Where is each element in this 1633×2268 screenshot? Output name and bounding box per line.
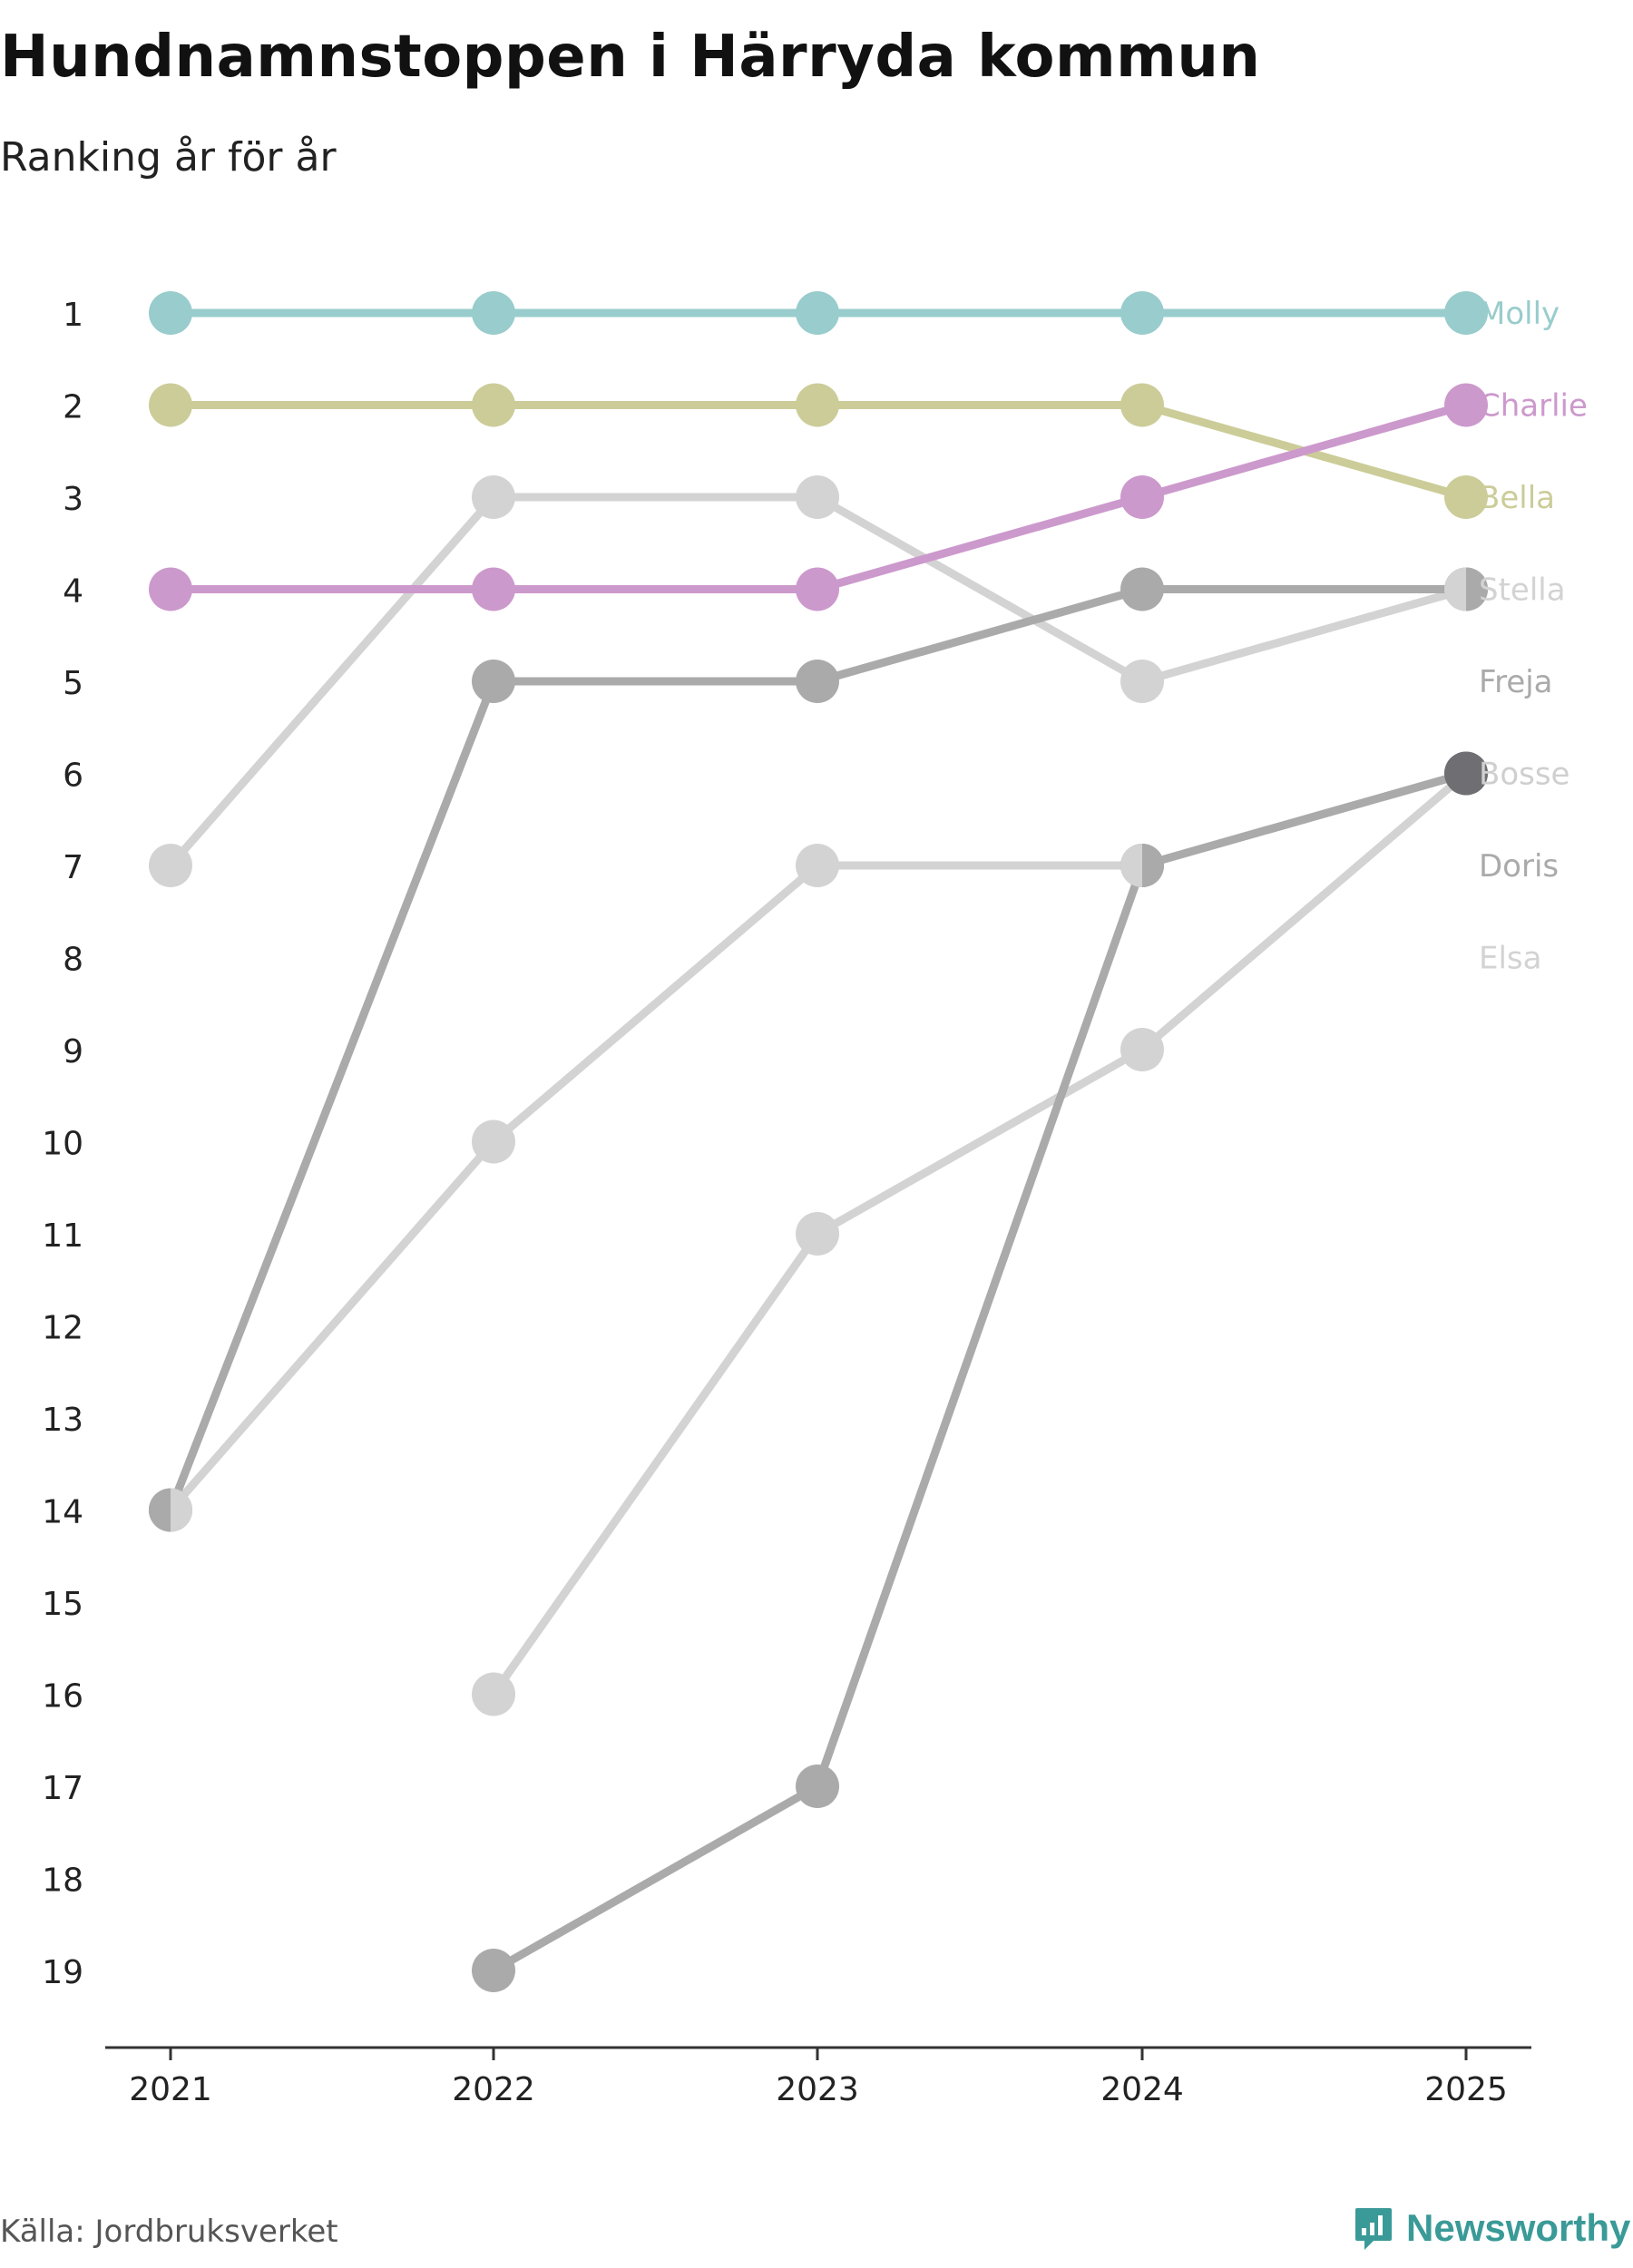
y-tick-label-16: 16 xyxy=(42,1678,83,1716)
y-tick-label-14: 14 xyxy=(42,1494,83,1531)
marker-charlie-2023 xyxy=(796,567,839,611)
split-marker-left-2021-14 xyxy=(149,1488,171,1532)
end-label-bosse: Bosse xyxy=(1479,757,1569,793)
marker-stella-2023 xyxy=(796,1765,839,1808)
marker-molly-2022 xyxy=(472,291,515,335)
y-tick-label-12: 12 xyxy=(42,1310,83,1347)
marker-elsa-2021 xyxy=(149,844,192,887)
end-label-bella: Bella xyxy=(1479,480,1555,516)
marker-bella-2024 xyxy=(1120,383,1164,427)
brand-name: Newsworthy xyxy=(1406,2206,1631,2249)
marker-bosse-2022 xyxy=(472,1672,515,1716)
marker-bella-2021 xyxy=(149,383,192,427)
y-tick-label-1: 1 xyxy=(63,297,83,334)
y-tick-label-15: 15 xyxy=(42,1586,83,1623)
marker-elsa-2022 xyxy=(472,475,515,519)
end-label-stella: Stella xyxy=(1479,572,1566,609)
marker-charlie-2021 xyxy=(149,567,192,611)
marker-bosse-2023 xyxy=(796,1212,839,1256)
y-tick-label-6: 6 xyxy=(63,758,83,795)
y-tick-label-7: 7 xyxy=(63,849,83,886)
marker-bella-2023 xyxy=(796,383,839,427)
x-tick-label-2022: 2022 xyxy=(452,2071,535,2108)
bar-chart-logo-icon xyxy=(1355,2208,1392,2250)
y-tick-label-9: 9 xyxy=(63,1033,83,1070)
end-label-elsa: Elsa xyxy=(1479,941,1541,977)
chart-title: Hundnamnstoppen i Härryda kommun xyxy=(0,24,1261,91)
x-tick-label-2023: 2023 xyxy=(776,2071,859,2108)
x-tick-label-2021: 2021 xyxy=(129,2071,212,2108)
split-marker-right-2024-7 xyxy=(1142,844,1164,887)
y-tick-label-17: 17 xyxy=(42,1770,83,1807)
marker-charlie-2024 xyxy=(1120,475,1164,519)
marker-molly-2024 xyxy=(1120,291,1164,335)
marker-freja-2024 xyxy=(1120,567,1164,611)
merged-marker-2025-6 xyxy=(1444,751,1488,796)
y-tick-label-8: 8 xyxy=(63,942,83,979)
y-tick-label-5: 5 xyxy=(63,665,83,702)
y-tick-label-13: 13 xyxy=(42,1402,83,1439)
source-note: Källa: Jordbruksverket xyxy=(0,2214,338,2250)
series-line-stella xyxy=(489,769,1471,1975)
y-tick-label-11: 11 xyxy=(42,1217,83,1255)
marker-freja-2022 xyxy=(472,660,515,703)
marker-charlie-2025 xyxy=(1444,383,1488,427)
marker-doris-2022 xyxy=(472,1119,515,1164)
end-label-charlie: Charlie xyxy=(1479,388,1588,425)
split-marker-right-2021-14 xyxy=(171,1488,193,1532)
marker-molly-2021 xyxy=(149,291,192,335)
marker-molly-2025 xyxy=(1444,291,1488,335)
x-tick-label-2024: 2024 xyxy=(1100,2071,1184,2108)
marker-bosse-2024 xyxy=(1120,1028,1164,1071)
chart-subtitle: Ranking år för år xyxy=(0,134,337,181)
series-line-freja xyxy=(166,585,1471,1514)
marker-doris-2023 xyxy=(796,844,839,887)
y-tick-label-2: 2 xyxy=(63,389,83,426)
marker-freja-2023 xyxy=(796,660,839,703)
marker-charlie-2022 xyxy=(472,567,515,611)
marker-molly-2023 xyxy=(796,291,839,335)
series-line-bosse xyxy=(489,769,1471,1698)
y-tick-label-4: 4 xyxy=(63,573,83,611)
series-lines xyxy=(166,308,1471,1975)
x-tick-label-2025: 2025 xyxy=(1424,2071,1508,2108)
y-tick-label-3: 3 xyxy=(63,481,83,518)
split-marker-left-2024-7 xyxy=(1120,844,1142,887)
split-marker-right-2025-4 xyxy=(1466,567,1488,611)
newsworthy-logo[interactable]: Newsworthy xyxy=(1352,2204,1630,2252)
end-label-molly: Molly xyxy=(1479,296,1560,332)
marker-elsa-2024 xyxy=(1120,660,1164,703)
end-label-doris: Doris xyxy=(1479,848,1559,885)
split-marker-left-2025-4 xyxy=(1444,567,1466,611)
end-label-freja: Freja xyxy=(1479,664,1553,700)
x-axis: 2021 2022 2023 2024 2025 xyxy=(105,2046,1531,2108)
end-labels: Molly Charlie Bella Stella Freja Bosse Doris El… xyxy=(1479,296,1588,977)
marker-stella-2022 xyxy=(472,1949,515,1992)
marker-bella-2025 xyxy=(1444,475,1488,519)
marker-elsa-2023 xyxy=(796,475,839,519)
y-tick-label-19: 19 xyxy=(42,1954,83,1991)
marker-bella-2022 xyxy=(472,383,515,427)
y-tick-label-10: 10 xyxy=(42,1126,83,1163)
series-markers xyxy=(149,291,1488,1992)
y-tick-label-18: 18 xyxy=(42,1862,83,1900)
